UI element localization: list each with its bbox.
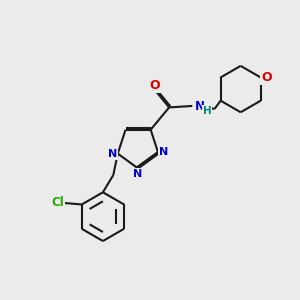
- Text: O: O: [261, 71, 272, 84]
- Text: Cl: Cl: [51, 196, 64, 209]
- Text: N: N: [195, 100, 205, 113]
- Text: N: N: [133, 169, 142, 179]
- Text: N: N: [108, 148, 117, 159]
- Text: H: H: [203, 106, 212, 116]
- Text: N: N: [159, 147, 168, 157]
- Text: O: O: [150, 79, 160, 92]
